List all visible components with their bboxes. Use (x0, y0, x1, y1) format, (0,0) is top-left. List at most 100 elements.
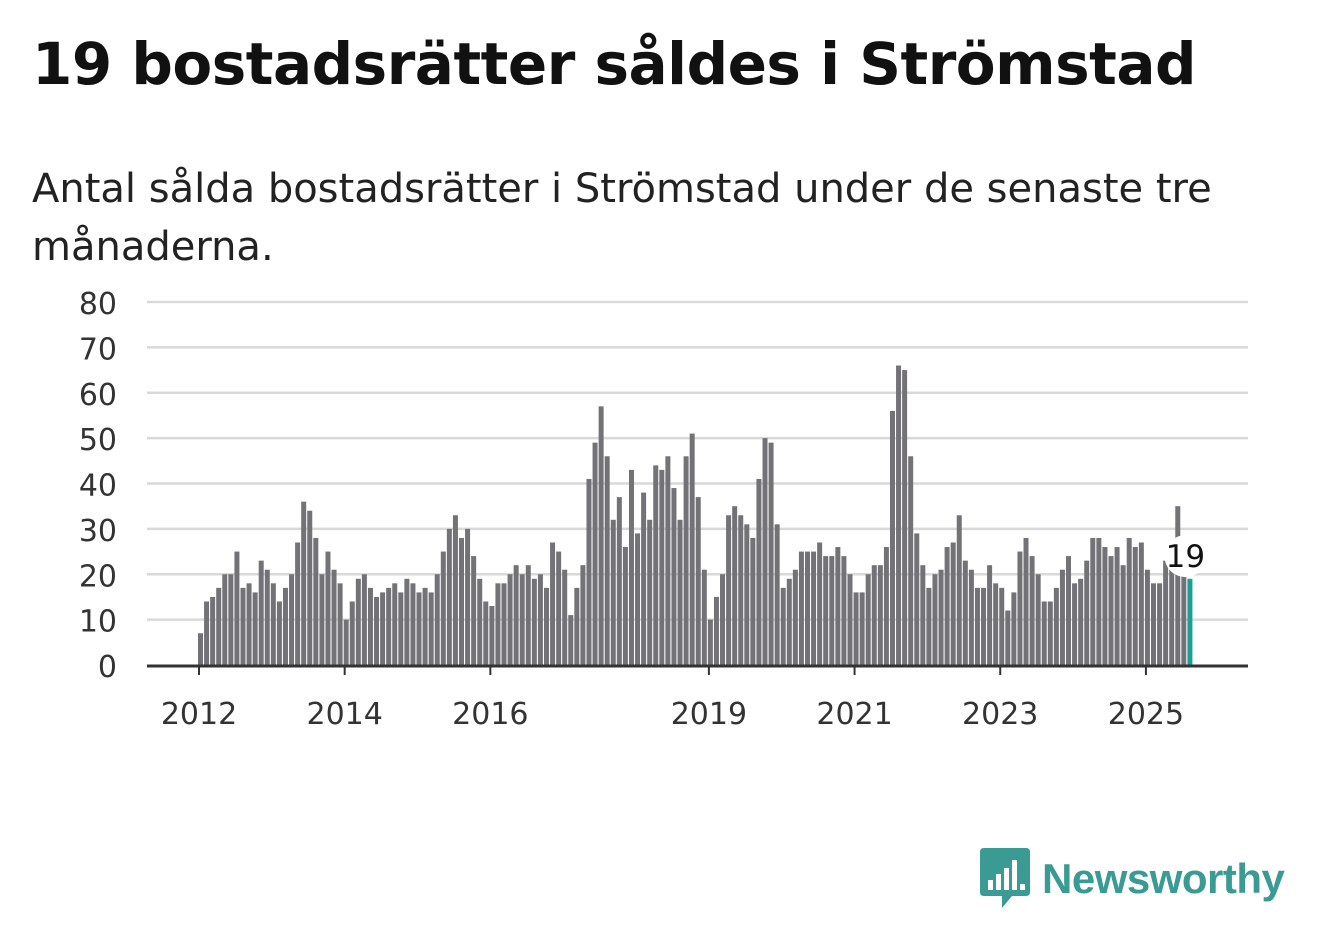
bar (920, 565, 926, 665)
bar (422, 587, 428, 665)
bar (811, 551, 817, 665)
bar (507, 574, 513, 665)
bar (750, 537, 756, 665)
x-tick-label: 2019 (671, 697, 747, 732)
bar (276, 601, 282, 665)
x-tick-label: 2021 (816, 697, 892, 732)
y-tick-label: 80 (79, 287, 117, 322)
bar (701, 569, 707, 665)
bar (1157, 583, 1163, 665)
bar (635, 533, 641, 665)
bar (270, 583, 276, 665)
bar (282, 587, 288, 665)
bar (580, 565, 586, 665)
bar (610, 519, 616, 665)
bar (568, 615, 574, 665)
bar (1114, 547, 1120, 665)
bar (604, 456, 610, 665)
bar (889, 410, 895, 665)
bar (592, 442, 598, 665)
x-tick-label: 2025 (1108, 697, 1184, 732)
y-tick-label: 0 (98, 650, 117, 685)
highlight-label-background (1164, 535, 1207, 578)
bar (434, 574, 440, 665)
bar (459, 537, 465, 665)
newsworthy-logo-icon (980, 848, 1030, 908)
highlight-label-group: 19 (1164, 535, 1207, 578)
bar (1169, 551, 1175, 665)
bar (380, 592, 386, 665)
bar (707, 619, 713, 665)
bar (1120, 565, 1126, 665)
bar (1005, 610, 1011, 665)
bar (416, 592, 422, 665)
bar (325, 551, 331, 665)
bar (720, 574, 726, 665)
bar (993, 583, 999, 665)
bar (1163, 560, 1169, 665)
bar (404, 578, 410, 665)
y-tick-label: 20 (79, 559, 117, 594)
bar (1084, 560, 1090, 665)
bar (1175, 506, 1181, 665)
bar (1072, 583, 1078, 665)
bar (343, 619, 349, 665)
bar (756, 478, 762, 665)
bar (1102, 547, 1108, 665)
bar (392, 583, 398, 665)
bar (204, 601, 210, 665)
bar (1053, 587, 1059, 665)
bar (956, 515, 962, 665)
bar (647, 519, 653, 665)
bar (1108, 556, 1114, 665)
bar (981, 587, 987, 665)
bar (1029, 556, 1035, 665)
bar (622, 547, 628, 665)
bar (537, 574, 543, 665)
bar (1041, 601, 1047, 665)
bar (222, 574, 228, 665)
bar (1078, 578, 1084, 665)
bar (501, 583, 507, 665)
bar (410, 583, 416, 665)
x-axis-ticks: 2012 2014 2016 2019 2021 2023 2025 (161, 665, 1184, 732)
bar (628, 469, 634, 665)
bar (574, 587, 580, 665)
y-tick-label: 10 (79, 605, 117, 640)
bar (841, 556, 847, 665)
bar (543, 587, 549, 665)
bar (349, 601, 355, 665)
bar (495, 583, 501, 665)
bar (871, 565, 877, 665)
bar (683, 456, 689, 665)
bar (337, 583, 343, 665)
bar (374, 596, 380, 665)
bar (1138, 542, 1144, 665)
bar (465, 528, 471, 665)
bar (258, 560, 264, 665)
brand-name: Newsworthy (1042, 855, 1285, 902)
bar (677, 519, 683, 665)
bar (1144, 569, 1150, 665)
bar (968, 569, 974, 665)
bar (835, 547, 841, 665)
bar (355, 578, 361, 665)
bar (1090, 537, 1096, 665)
bar (556, 551, 562, 665)
bar (914, 533, 920, 665)
bar (847, 574, 853, 665)
bar (1181, 560, 1187, 665)
bar (234, 551, 240, 665)
bar (313, 537, 319, 665)
bar (562, 569, 568, 665)
bar (240, 587, 246, 665)
bar (938, 569, 944, 665)
bar (896, 365, 902, 665)
bar (792, 569, 798, 665)
bar (519, 574, 525, 665)
bar (950, 542, 956, 665)
chart-subtitle: Antal sålda bostadsrätter i Strömstad un… (32, 166, 1212, 270)
bar (264, 569, 270, 665)
bar (999, 587, 1005, 665)
bar (1023, 537, 1029, 665)
